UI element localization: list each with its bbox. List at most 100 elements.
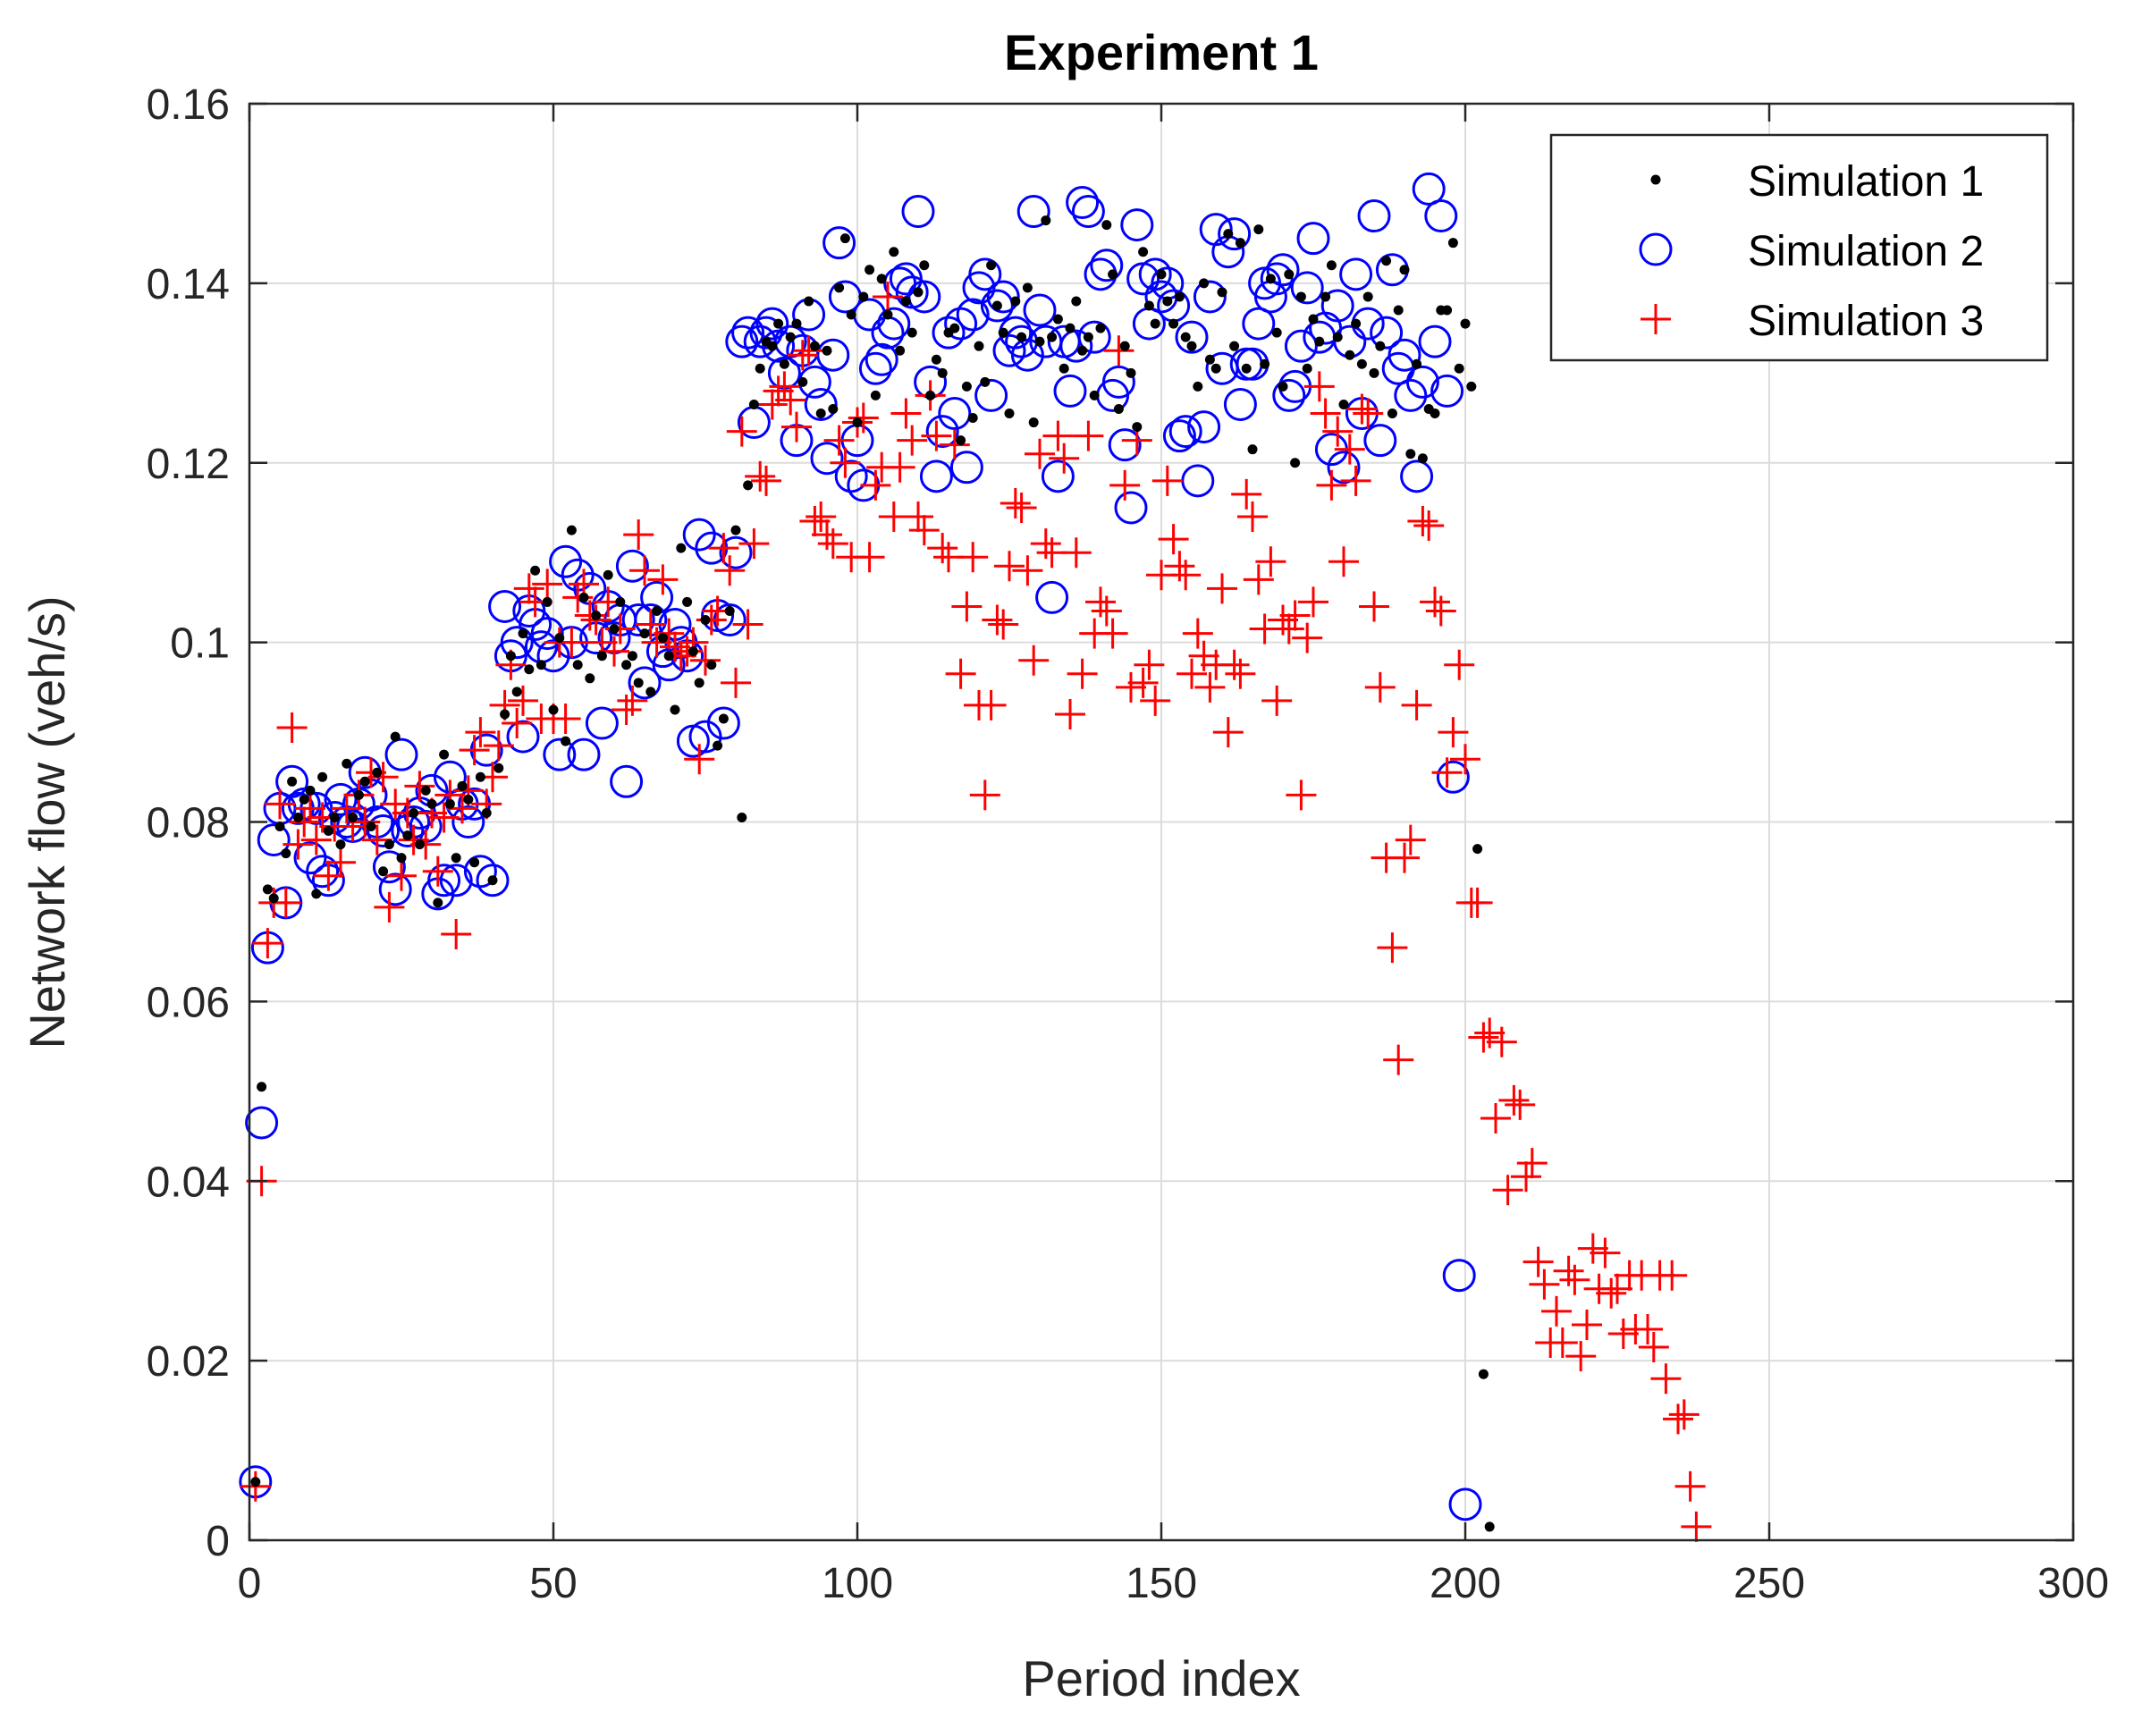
data-point	[1253, 224, 1264, 235]
data-point	[1119, 341, 1130, 351]
data-point	[561, 736, 571, 746]
data-point	[781, 411, 812, 442]
data-point	[300, 824, 332, 855]
data-point	[1053, 374, 1087, 408]
data-point	[1073, 420, 1104, 451]
data-point	[1284, 329, 1318, 363]
data-point	[1400, 459, 1434, 493]
data-point	[372, 850, 406, 884]
data-point	[543, 737, 577, 771]
data-point	[487, 875, 498, 886]
data-point	[682, 596, 693, 607]
data-point	[591, 610, 602, 620]
data-point	[530, 617, 564, 651]
data-point	[731, 316, 765, 350]
data-point	[895, 345, 906, 356]
data-point	[1442, 1259, 1476, 1293]
data-point	[652, 605, 662, 616]
data-point	[687, 646, 698, 657]
data-point	[500, 709, 510, 720]
data-point	[1218, 217, 1252, 251]
data-point	[493, 763, 504, 773]
data-point	[908, 515, 940, 546]
data-point	[1261, 685, 1293, 716]
data-point	[483, 730, 514, 762]
data-point	[998, 327, 1008, 338]
data-point	[372, 767, 383, 778]
data-point	[809, 341, 820, 351]
data-point	[1364, 671, 1396, 703]
data-point	[839, 233, 850, 244]
data-point	[1383, 1044, 1414, 1075]
data-point	[1126, 367, 1136, 378]
data-point	[457, 780, 468, 791]
axis-ticks: 0 50 100 150 200 250 300 0 0.02 0.04 0.06 0.08 0.1 0.…	[147, 81, 2109, 1607]
chart-title: Experiment 1	[1004, 24, 1319, 80]
data-point	[293, 841, 327, 875]
data-point	[657, 633, 668, 644]
data-point	[785, 332, 796, 342]
data-point	[1320, 289, 1354, 323]
data-point	[1424, 199, 1458, 233]
data-point	[714, 555, 746, 586]
data-point	[1210, 363, 1221, 374]
data-point	[897, 425, 928, 456]
data-point	[1028, 417, 1039, 428]
data-point	[743, 480, 754, 491]
data-point	[1170, 560, 1202, 591]
data-point	[1060, 537, 1092, 569]
data-point	[378, 872, 412, 906]
data-point	[1059, 329, 1093, 363]
data-point	[865, 342, 898, 376]
data-point	[1083, 332, 1093, 342]
data-point	[732, 609, 763, 640]
data-point	[1431, 757, 1463, 788]
data-point	[1120, 208, 1154, 242]
data-point	[1444, 649, 1475, 680]
data-point	[1162, 419, 1196, 453]
data-point	[830, 447, 861, 478]
data-point	[730, 525, 741, 535]
data-point	[359, 776, 370, 787]
data-point	[1132, 422, 1143, 433]
data-point	[791, 318, 802, 329]
data-point	[1290, 458, 1301, 468]
data-point	[1381, 256, 1392, 266]
data-point	[951, 591, 983, 622]
data-point	[1393, 305, 1404, 316]
data-point	[737, 812, 747, 822]
data-point	[1101, 365, 1135, 399]
data-point	[409, 807, 419, 818]
data-point	[1484, 1521, 1495, 1532]
data-point	[1174, 291, 1185, 302]
data-point	[1193, 280, 1227, 314]
series-2	[239, 172, 1482, 1521]
data-point	[1235, 238, 1245, 249]
data-point	[554, 633, 565, 644]
data-point	[719, 535, 753, 569]
data-point	[684, 744, 715, 775]
data-point	[900, 296, 911, 307]
data-point	[1516, 1148, 1548, 1179]
data-point	[1522, 1246, 1554, 1277]
data-point	[1025, 438, 1055, 469]
data-point	[1143, 300, 1154, 311]
data-point	[596, 651, 607, 662]
data-point	[991, 300, 1002, 311]
data-point	[524, 664, 535, 675]
data-point	[465, 717, 496, 748]
data-point	[1327, 451, 1361, 485]
data-point	[1353, 398, 1384, 429]
data-point	[1199, 278, 1210, 289]
data-point	[1018, 645, 1050, 676]
data-point	[250, 1477, 261, 1487]
data-point	[274, 822, 285, 832]
data-point	[615, 549, 649, 583]
data-point	[1138, 257, 1172, 291]
data-point	[846, 309, 856, 320]
data-point	[633, 678, 644, 688]
data-point	[639, 628, 650, 639]
data-point	[1417, 453, 1428, 464]
data-point	[1389, 842, 1420, 873]
